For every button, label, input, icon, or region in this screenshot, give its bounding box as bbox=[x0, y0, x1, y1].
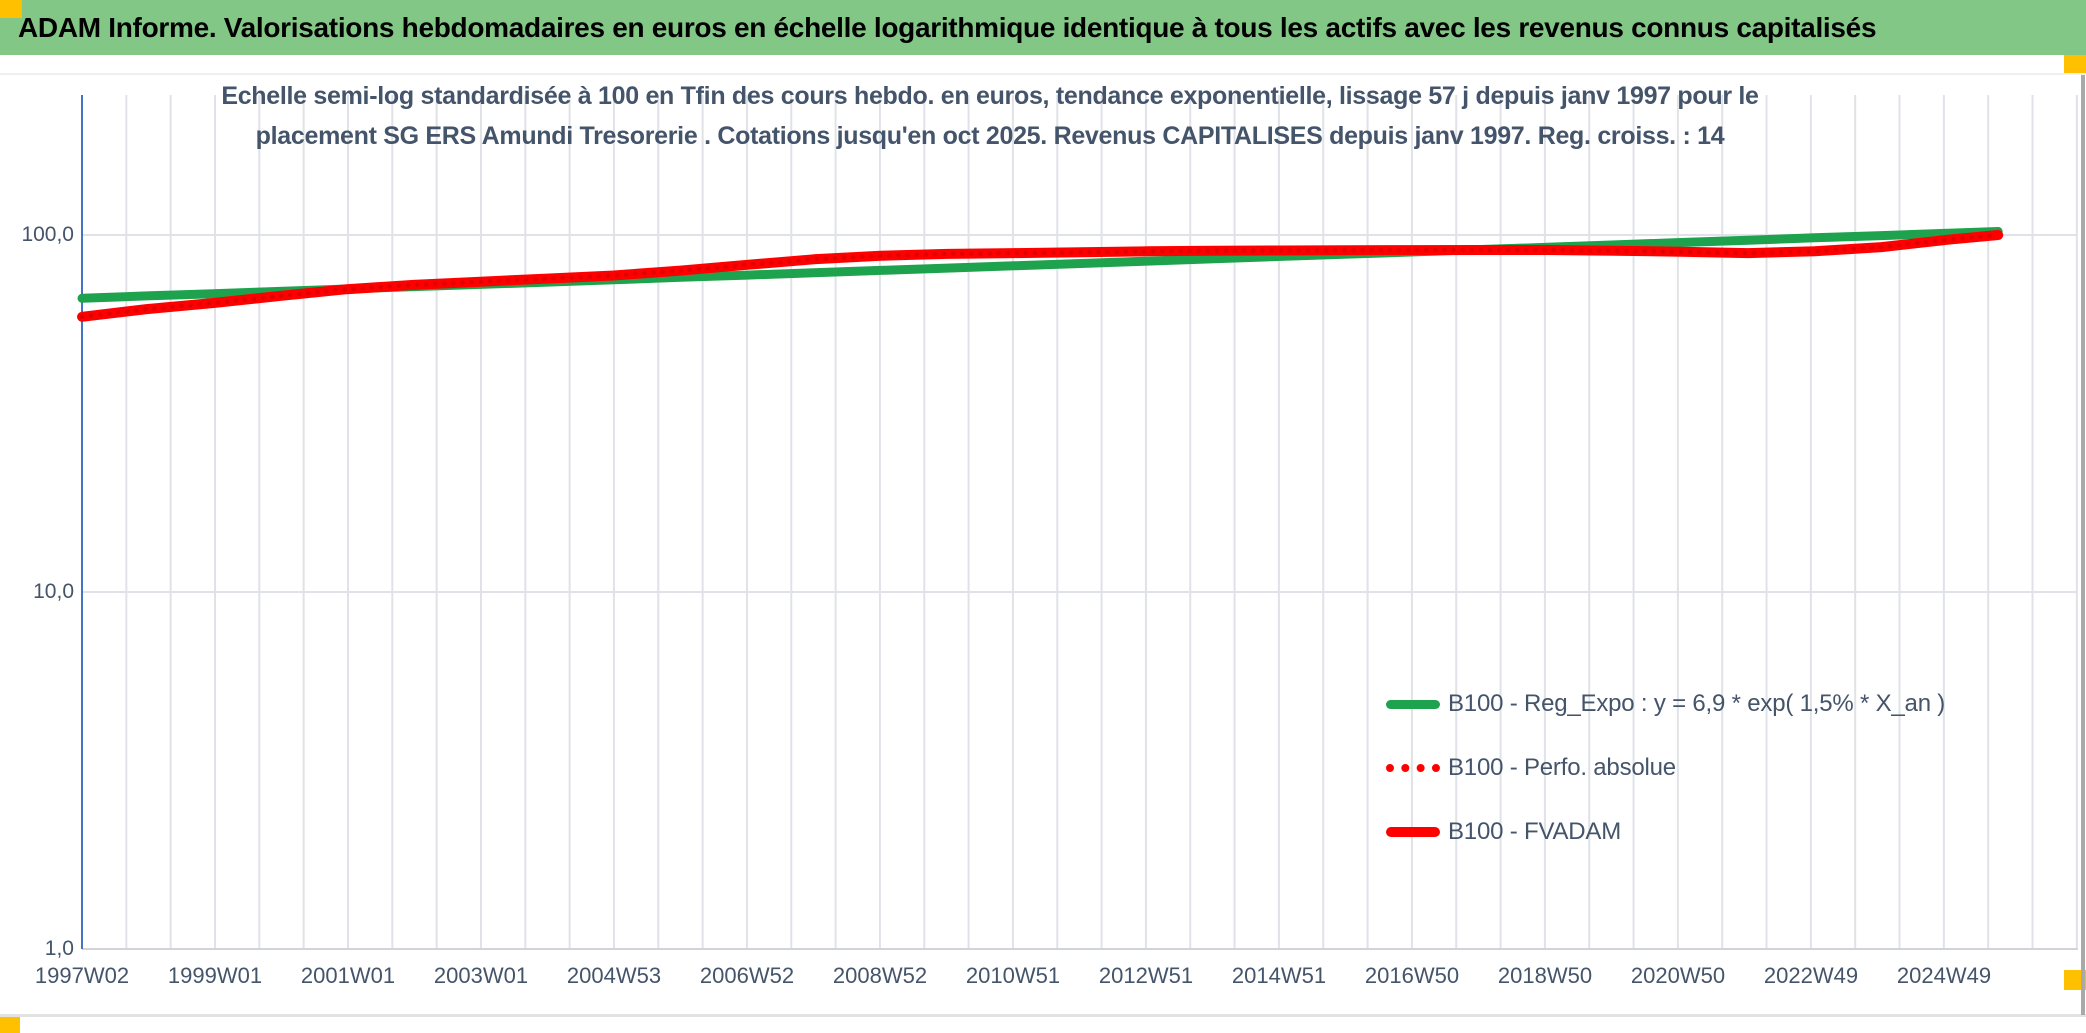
x-tick-label: 2018W50 bbox=[1497, 963, 1593, 988]
y-tick-label: 10,0 bbox=[33, 580, 74, 603]
top-divider bbox=[0, 73, 2086, 75]
series-line-b100-perfo-absolue[interactable] bbox=[79, 232, 2001, 320]
corner-marker-bottom-right bbox=[2064, 970, 2086, 990]
series-line-b100-fvadam[interactable] bbox=[77, 230, 2004, 322]
x-tick-label: 2003W01 bbox=[433, 963, 529, 988]
x-tick-label: 2001W01 bbox=[300, 963, 396, 988]
x-tick-label: 1999W01 bbox=[167, 963, 263, 988]
y-tick-label: 1,0 bbox=[44, 937, 74, 960]
chart-title-line1: Echelle semi-log standardisée à 100 en T… bbox=[221, 82, 1759, 110]
red-line-sample-icon bbox=[1386, 827, 1440, 837]
corner-marker-top-left bbox=[0, 0, 22, 18]
corner-marker-bottom-left bbox=[0, 1016, 20, 1033]
x-tick-label: 2010W51 bbox=[965, 963, 1061, 988]
red-dotted-line-sample-icon bbox=[1386, 764, 1440, 772]
x-tick-label: 2012W51 bbox=[1098, 963, 1194, 988]
x-tick-label: 2022W49 bbox=[1763, 963, 1859, 988]
x-tick-label: 2016W50 bbox=[1364, 963, 1460, 988]
legend-item-perfo-absolue[interactable]: B100 - Perfo. absolue bbox=[1386, 748, 1676, 788]
x-tick-label: 2004W53 bbox=[566, 963, 662, 988]
legend-item-reg-expo[interactable]: B100 - Reg_Expo : y = 6,9 * exp( 1,5% * … bbox=[1386, 684, 1945, 724]
x-tick-label: 2024W49 bbox=[1896, 963, 1992, 988]
bottom-divider bbox=[0, 1014, 2086, 1017]
green-line-sample-icon bbox=[1386, 699, 1440, 709]
banner-title: ADAM Informe. Valorisations hebdomadaire… bbox=[18, 11, 1877, 43]
x-tick-label: 2006W52 bbox=[699, 963, 795, 988]
banner: ADAM Informe. Valorisations hebdomadaire… bbox=[0, 0, 2086, 55]
x-tick-label: 2020W50 bbox=[1630, 963, 1726, 988]
corner-marker-top-right bbox=[2064, 55, 2086, 73]
x-tick-label: 2014W51 bbox=[1231, 963, 1327, 988]
legend-label-reg-expo: B100 - Reg_Expo : y = 6,9 * exp( 1,5% * … bbox=[1448, 690, 1946, 717]
chart-title: Echelle semi-log standardisée à 100 en T… bbox=[150, 76, 1830, 156]
legend-label-perfo-absolue: B100 - Perfo. absolue bbox=[1448, 754, 1676, 781]
chart-title-line2: placement SG ERS Amundi Tresorerie . Cot… bbox=[255, 122, 1725, 150]
x-tick-label: 1997W02 bbox=[34, 963, 130, 988]
legend-item-fvadam[interactable]: B100 - FVADAM bbox=[1386, 812, 1621, 852]
legend-label-fvadam: B100 - FVADAM bbox=[1448, 818, 1622, 845]
y-tick-label: 100,0 bbox=[21, 223, 74, 246]
x-tick-label: 2008W52 bbox=[832, 963, 928, 988]
right-edge-border bbox=[2081, 75, 2085, 1015]
